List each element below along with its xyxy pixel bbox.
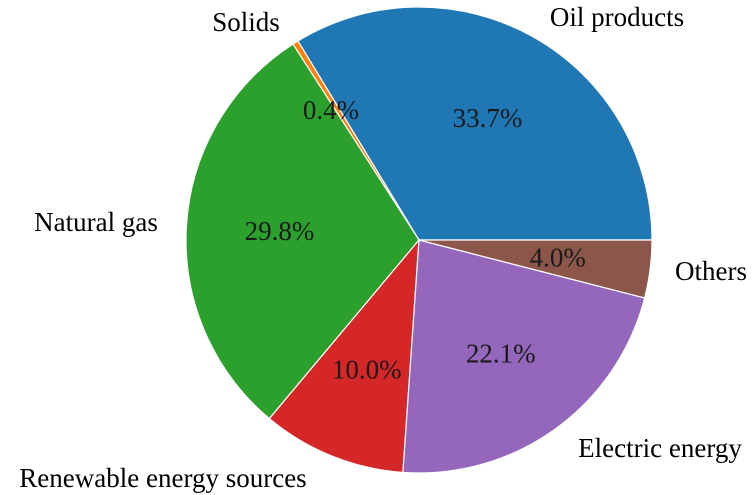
pie-slice-others bbox=[418, 239, 653, 299]
category-label-electric-energy: Electric energy bbox=[578, 433, 742, 463]
pie-slices bbox=[185, 6, 653, 474]
percent-label-oil-products: 33.7% bbox=[453, 103, 523, 133]
percent-label-electric-energy: 22.1% bbox=[466, 338, 536, 368]
category-label-renewable-energy-sources: Renewable energy sources bbox=[19, 463, 306, 493]
pie-slice-renewable-energy-sources bbox=[268, 238, 420, 474]
pie-slice-electric-energy bbox=[402, 239, 646, 474]
category-label-others: Others bbox=[675, 256, 747, 286]
percent-labels: 33.7% 0.4% 29.8% 10.0% 22.1% 4.0% bbox=[245, 95, 586, 385]
pie-slice-oil-products bbox=[297, 6, 653, 241]
percent-label-renewable-energy-sources: 10.0% bbox=[332, 355, 402, 385]
category-label-oil-products: Oil products bbox=[550, 2, 684, 32]
category-label-solids: Solids bbox=[212, 7, 280, 37]
pie-slice-natural-gas bbox=[185, 43, 420, 420]
percent-label-others: 4.0% bbox=[530, 243, 586, 273]
category-label-natural-gas: Natural gas bbox=[34, 207, 158, 237]
percent-label-solids: 0.4% bbox=[303, 95, 359, 125]
category-labels: Oil products Solids Natural gas Renewable e… bbox=[19, 2, 747, 493]
percent-label-natural-gas: 29.8% bbox=[245, 216, 315, 246]
